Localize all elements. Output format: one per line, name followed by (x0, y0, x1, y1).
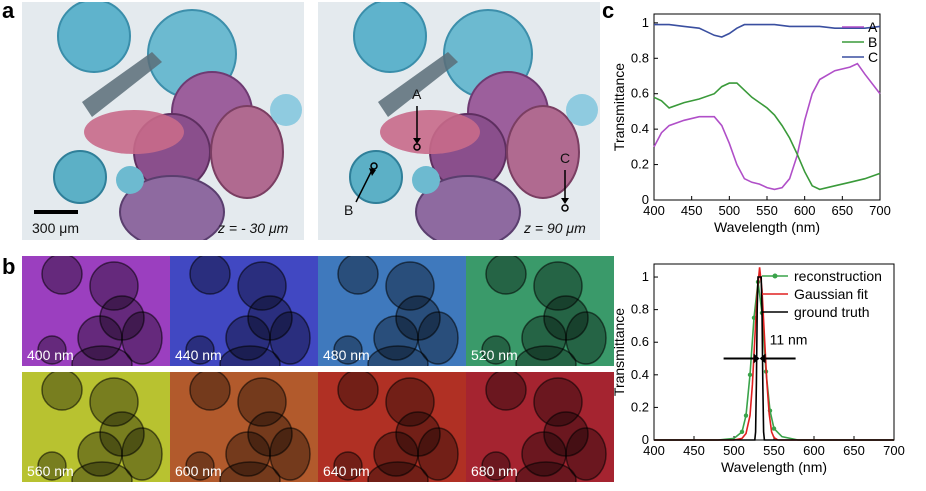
spectral-tile: 520 nm (466, 256, 614, 366)
marker-a-point (413, 143, 421, 151)
fwhm-label: 11 nm (770, 332, 808, 348)
x-tick-label: 600 (794, 203, 816, 218)
x-axis-label: Wavelength (nm) (714, 219, 820, 235)
legend-label: Gaussian fit (794, 286, 868, 302)
series-point (747, 372, 753, 378)
legend-label: ground truth (794, 304, 870, 320)
series-point (739, 429, 745, 435)
spectral-tile-label: 520 nm (471, 347, 518, 363)
x-tick-label: 550 (756, 203, 778, 218)
spectral-tile-image (481, 372, 607, 482)
y-axis-label: Transmittance (611, 63, 627, 151)
x-tick-label: 650 (843, 443, 865, 458)
micrograph-left: 300 μm z = - 30 μm (22, 2, 304, 240)
y-tick-label: 0.8 (631, 302, 649, 317)
micrograph-left-image (22, 2, 304, 240)
spectral-tile: 600 nm (170, 372, 318, 482)
series-line (653, 62, 881, 191)
spectral-tile-label: 400 nm (27, 347, 74, 363)
x-tick-label: 700 (869, 203, 891, 218)
spectral-tile-label: 680 nm (471, 463, 518, 479)
depth-label-left: z = - 30 μm (218, 220, 289, 236)
series-point (743, 413, 749, 418)
spectral-tile-label: 480 nm (323, 347, 370, 363)
legend-label: reconstruction (794, 268, 882, 284)
y-tick-label: 0.2 (631, 157, 649, 172)
marker-label-c: C (560, 150, 571, 166)
fwhm-arrowhead-right (759, 353, 766, 364)
y-tick-label: 1 (642, 269, 649, 284)
chart-d-svg: 400 450 500 550 600 650 700 0 0.2 0.4 0.6 0.8 1 Wavel… (611, 263, 905, 475)
panel-label-c: c (602, 0, 615, 23)
spectral-tile: 440 nm (170, 256, 318, 366)
spectral-tile-image (481, 256, 607, 366)
chart-d: 400 450 500 550 600 650 700 0 0.2 0.4 0.6 0.8 1 Wavel… (608, 258, 908, 486)
series-line (653, 82, 881, 191)
spectral-tile: 480 nm (318, 256, 466, 366)
x-tick-label: 650 (831, 203, 853, 218)
marker-label-b: B (344, 202, 354, 218)
legend-label: B (868, 34, 877, 50)
scale-bar-label: 300 μm (32, 220, 79, 236)
y-axis-label: Transmittance (611, 308, 627, 396)
spectral-tile-label: 640 nm (323, 463, 370, 479)
series-line (654, 23, 881, 38)
y-tick-label: 0.6 (631, 86, 649, 101)
y-tick-label: 0.4 (631, 367, 649, 382)
spectral-tile-image (333, 256, 459, 366)
x-axis-label: Wavelength (nm) (721, 459, 827, 475)
spectral-tile-label: 440 nm (175, 347, 222, 363)
spectral-tile: 560 nm (22, 372, 170, 482)
x-tick-label: 500 (723, 443, 745, 458)
marker-b-point (370, 162, 378, 170)
y-tick-label: 0.4 (631, 121, 649, 136)
spectral-tile-image (333, 372, 459, 482)
chart-c: 400 450 500 550 600 650 700 0 0.2 0.4 0.6 0.8 1 Wavel… (608, 6, 898, 250)
series-point (771, 426, 777, 431)
marker-c-point (561, 204, 569, 212)
x-tick-label: 700 (883, 443, 905, 458)
y-tick-label: 0.6 (631, 334, 649, 349)
legend-label: A (868, 19, 878, 35)
scale-bar (34, 210, 78, 214)
x-tick-label: 600 (803, 443, 825, 458)
spectral-tile: 400 nm (22, 256, 170, 366)
x-tick-label: 400 (643, 443, 665, 458)
spectral-tile-image (185, 256, 311, 366)
panel-label-b: b (2, 254, 16, 279)
chart-c-svg: 400 450 500 550 600 650 700 0 0.2 0.4 0.6 0.8 1 Wavel… (611, 13, 891, 235)
depth-label-right: z = 90 μm (524, 220, 586, 236)
micrograph-right: A B C z = 90 μm (318, 2, 600, 240)
series-line (654, 276, 894, 441)
spectral-tile-image (185, 372, 311, 482)
marker-b-arrow (355, 169, 373, 203)
spectral-tile-label: 560 nm (27, 463, 74, 479)
x-tick-label: 500 (718, 203, 740, 218)
y-tick-label: 0 (642, 192, 649, 207)
micrograph-right-image (318, 2, 600, 240)
spectral-tile: 640 nm (318, 372, 466, 482)
legend-label: C (868, 49, 878, 65)
marker-label-a: A (412, 86, 422, 102)
x-tick-label: 400 (643, 203, 665, 218)
spectral-tile: 680 nm (466, 372, 614, 482)
y-tick-label: 0.2 (631, 399, 649, 414)
y-tick-label: 1 (642, 15, 649, 30)
legend-marker (772, 273, 778, 279)
fwhm-arrowhead-left (753, 353, 760, 364)
x-tick-label: 450 (683, 443, 705, 458)
y-tick-label: 0 (642, 432, 649, 447)
panel-label-a: a (2, 0, 15, 23)
spectral-tile-image (37, 372, 163, 482)
x-tick-label: 550 (763, 443, 785, 458)
spectral-tile-image (37, 256, 163, 366)
spectral-tile-label: 600 nm (175, 463, 222, 479)
x-tick-label: 450 (681, 203, 703, 218)
y-tick-label: 0.8 (631, 50, 649, 65)
